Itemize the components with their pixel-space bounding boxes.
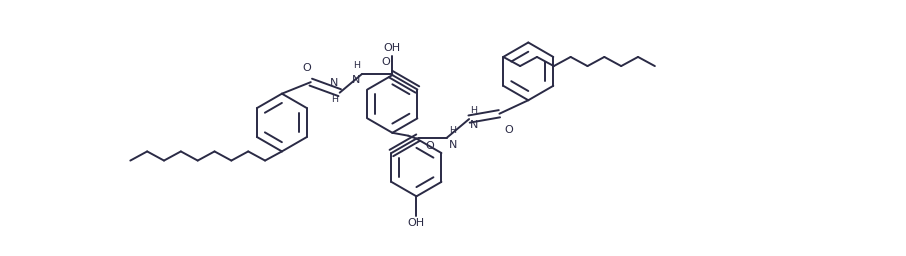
Text: OH: OH	[384, 43, 401, 53]
Text: N: N	[448, 140, 458, 150]
Text: O: O	[381, 57, 390, 67]
Text: O: O	[505, 125, 513, 135]
Text: N: N	[352, 75, 360, 85]
Text: H: H	[470, 106, 477, 115]
Text: O: O	[426, 142, 435, 152]
Text: OH: OH	[408, 218, 425, 228]
Text: H: H	[353, 61, 360, 70]
Text: H: H	[331, 94, 338, 104]
Text: H: H	[448, 126, 456, 135]
Text: O: O	[303, 62, 312, 72]
Text: N: N	[470, 120, 478, 130]
Text: N: N	[330, 78, 338, 88]
